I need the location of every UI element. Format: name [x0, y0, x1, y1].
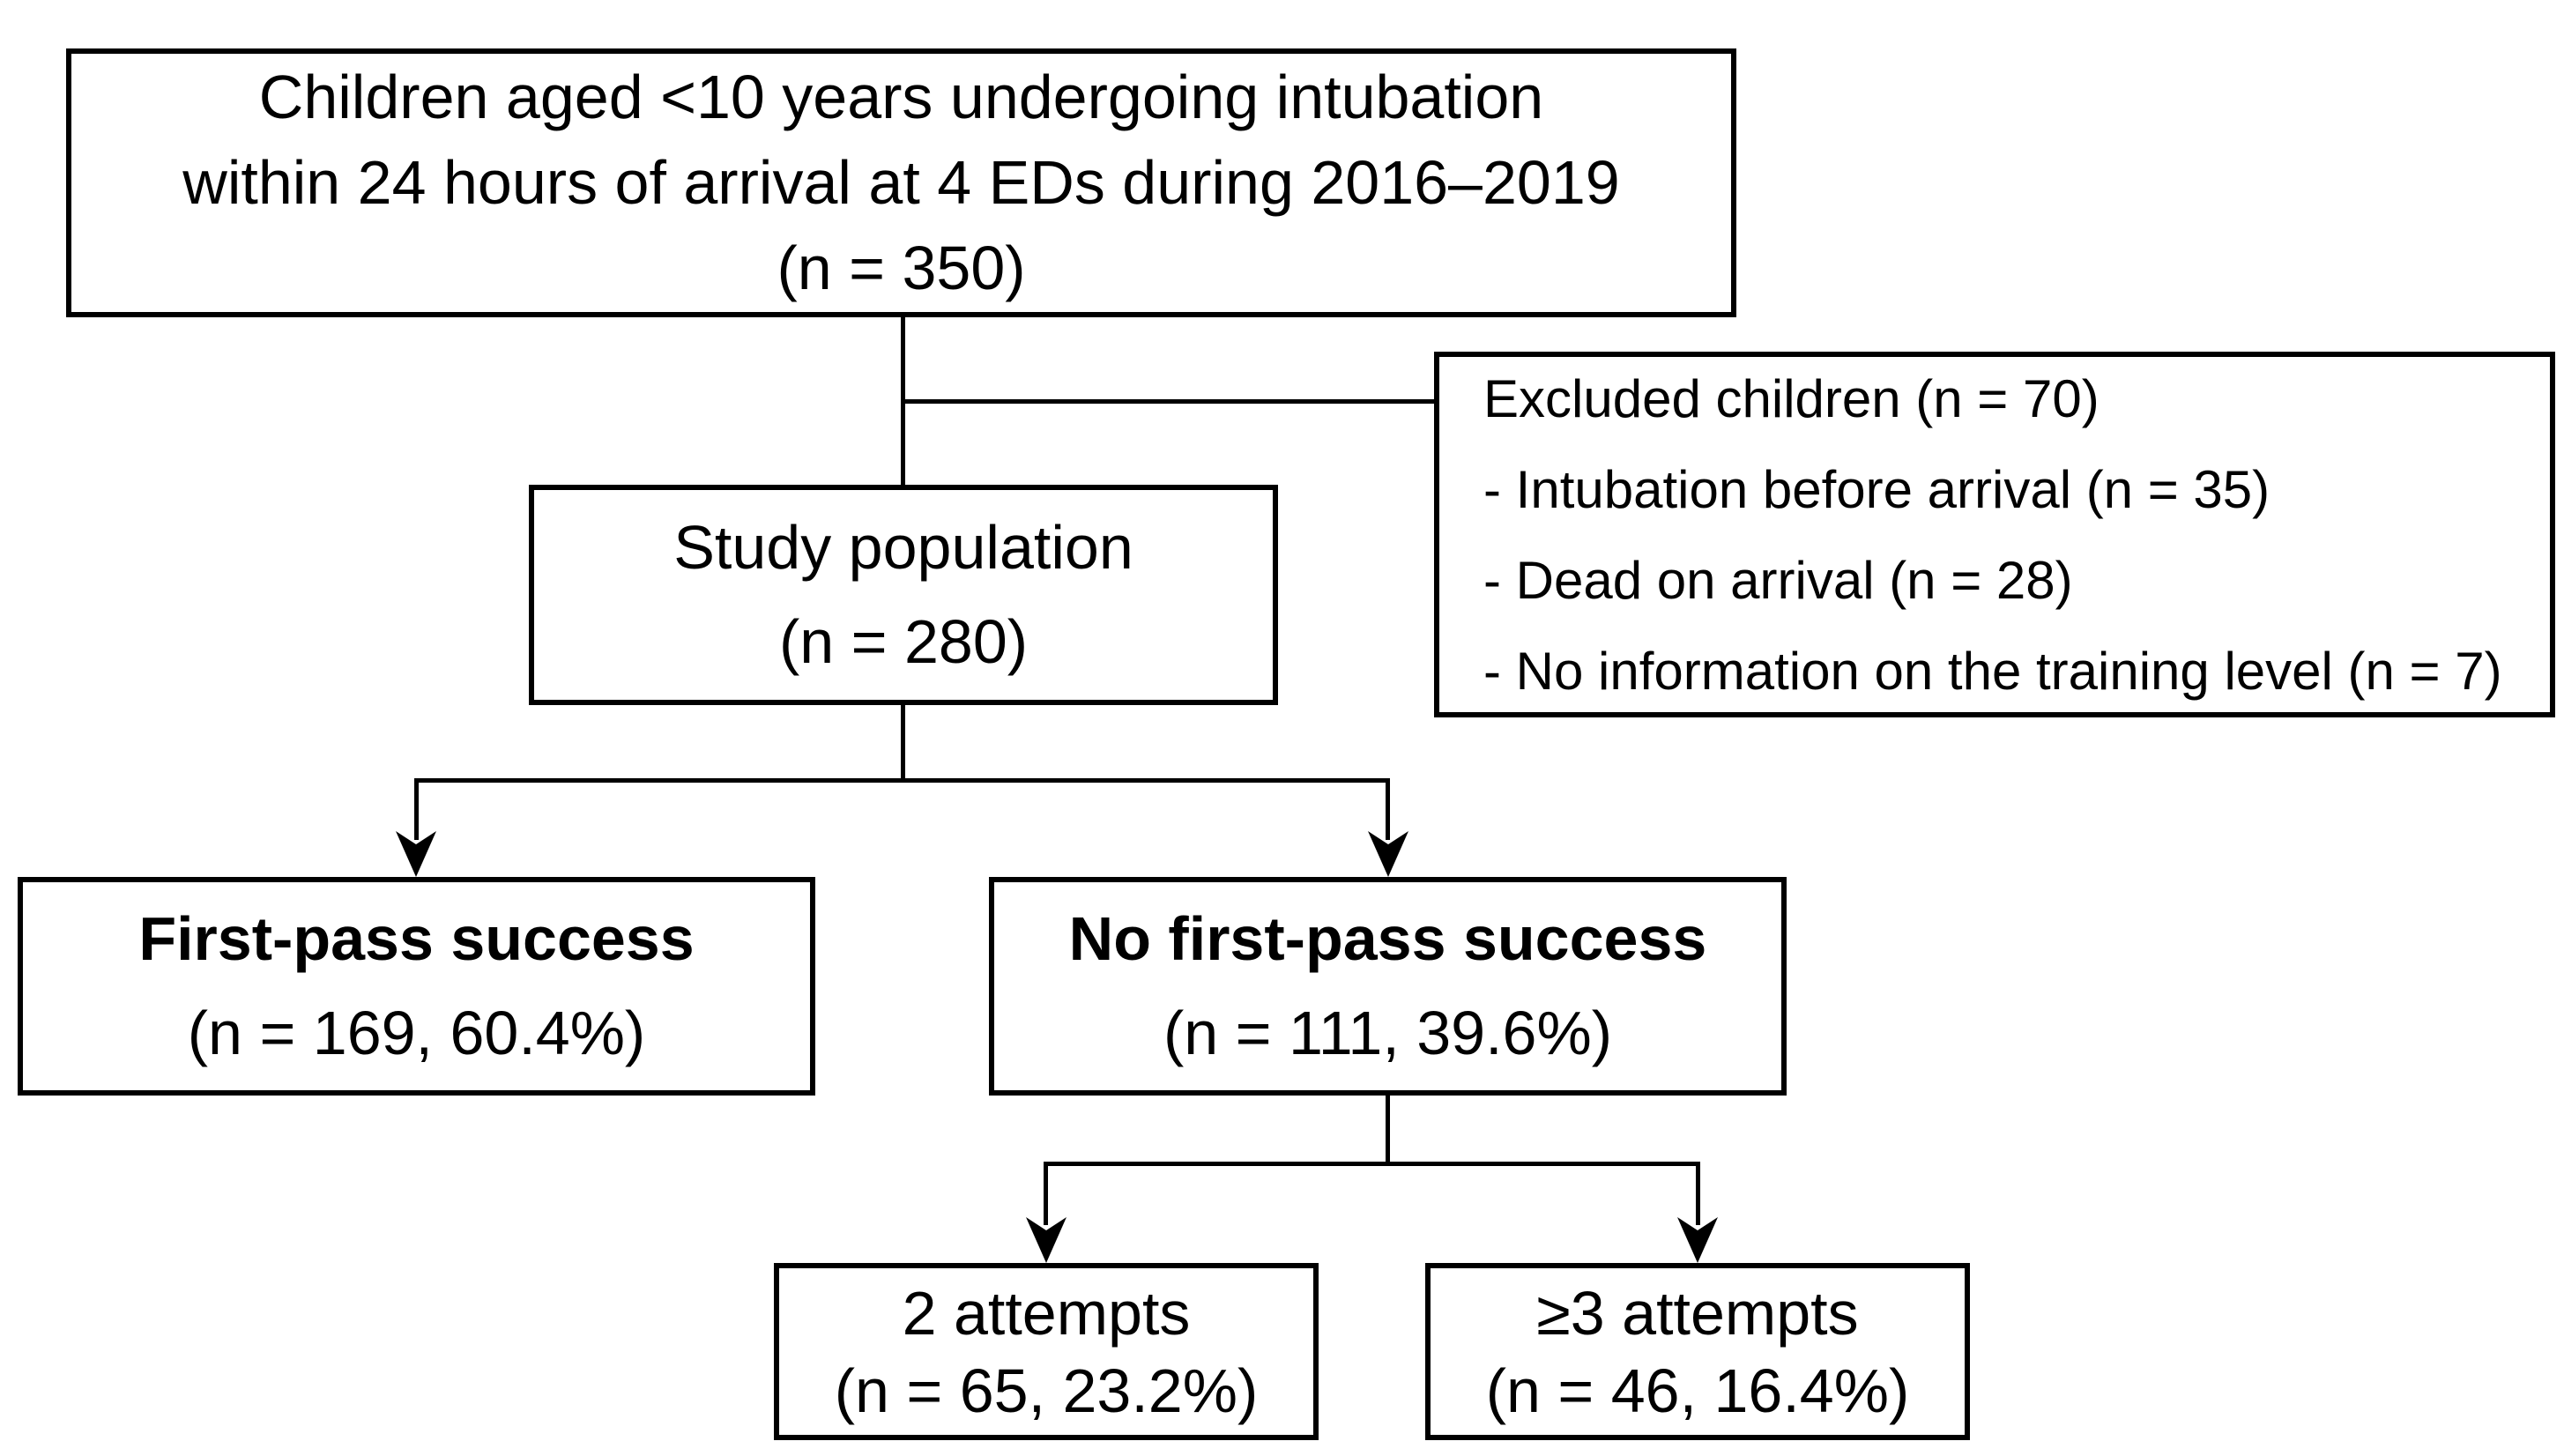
box-text-line: within 24 hours of arrival at 4 EDs duri… [182, 148, 1620, 217]
connector-to-excluded [901, 399, 1434, 404]
arrowhead-down-icon [1368, 831, 1408, 877]
excluded-item: - Intubation before arrival (n = 35) [1483, 459, 2270, 519]
connector-branch-1-right-stem [1386, 778, 1390, 840]
connector-branch-2-right-stem [1696, 1162, 1700, 1225]
box-text-line: (n = 46, 16.4%) [1485, 1356, 1910, 1425]
connector-study-down [901, 703, 905, 783]
box-text-line: ≥3 attempts [1536, 1278, 1859, 1348]
connector-branch-1 [414, 778, 1390, 783]
connector-nofp-down [1386, 1094, 1390, 1166]
box-title: No first-pass success [1068, 904, 1707, 973]
study-population-box: Study population (n = 280) [529, 485, 1278, 705]
box-text-line: (n = 280) [778, 607, 1029, 676]
box-text-line: Study population [673, 513, 1133, 582]
excluded-title: Excluded children (n = 70) [1483, 368, 2100, 428]
box-title: First-pass success [138, 904, 695, 973]
connector-branch-1-left-stem [414, 778, 419, 840]
three-or-more-attempts-box: ≥3 attempts (n = 46, 16.4%) [1425, 1263, 1970, 1440]
first-pass-success-box: First-pass success (n = 169, 60.4%) [18, 877, 815, 1096]
arrowhead-down-icon [1677, 1217, 1718, 1263]
box-stat: (n = 169, 60.4%) [187, 999, 646, 1067]
box-text-line: (n = 350) [777, 234, 1026, 302]
box-text-line: 2 attempts [902, 1278, 1191, 1348]
box-text-line: Children aged <10 years undergoing intub… [258, 63, 1544, 131]
box-stat: (n = 111, 39.6%) [1163, 999, 1613, 1067]
connector-branch-2 [1044, 1162, 1700, 1166]
excluded-item: - No information on the training level (… [1483, 641, 2502, 701]
arrowhead-down-icon [1026, 1217, 1066, 1263]
arrowhead-down-icon [396, 831, 436, 877]
no-first-pass-success-box: No first-pass success (n = 111, 39.6%) [989, 877, 1787, 1096]
excluded-item: - Dead on arrival (n = 28) [1483, 550, 2073, 610]
connector-branch-2-left-stem [1044, 1162, 1048, 1225]
two-attempts-box: 2 attempts (n = 65, 23.2%) [774, 1263, 1319, 1440]
box-text-line: (n = 65, 23.2%) [834, 1356, 1259, 1425]
excluded-children-box: Excluded children (n = 70) - Intubation … [1434, 352, 2555, 717]
source-population-box: Children aged <10 years undergoing intub… [66, 48, 1736, 317]
